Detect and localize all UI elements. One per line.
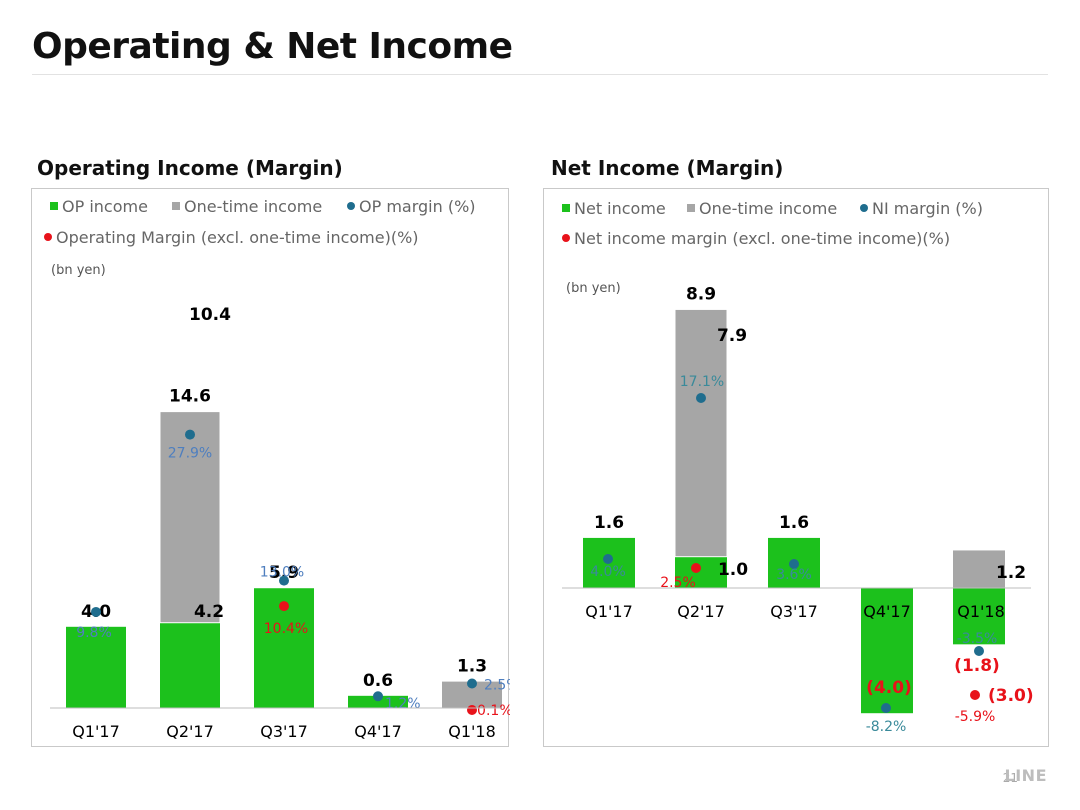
one-time-income-bar [953,550,1005,588]
legend-item: NI margin (%) [872,199,983,218]
legend-item: One-time income [184,197,322,216]
x-tick-label: Q1'17 [72,722,120,741]
op-margin-label: 27.9% [168,446,212,462]
excl-margin-label: -5.9% [955,709,996,725]
legend-dot [44,233,52,241]
x-tick-label: Q3'17 [770,602,818,621]
negative-value-label: (4.0) [866,678,912,698]
excl-margin-dot [279,601,289,612]
legend-swatch [562,204,570,212]
ni-margin-dot [603,554,613,564]
ni-margin-label: -8.2% [866,719,907,735]
x-tick-label: Q4'17 [863,602,911,621]
legend-item: Net income [574,199,666,218]
ni-margin-dot [974,646,984,656]
legend-swatch [50,202,58,210]
unit-label: (bn yen) [566,281,621,296]
net-income-bar [675,556,727,588]
ni-margin-dot [696,393,706,403]
line-logo: LINE [1004,766,1047,785]
op-margin-dot [373,691,383,702]
net-income-chart: Net income One-time income NI margin (%) Ne… [562,199,1034,735]
legend-item: OP margin (%) [359,197,476,216]
negative-value-label: (1.8) [954,656,1000,676]
x-tick-label: Q4'17 [354,722,402,741]
op-margin-dot [279,575,289,586]
total-value-label: 8.9 [686,284,716,304]
x-tick-label: Q2'17 [166,722,214,741]
legend-item: OP income [62,197,148,216]
op-income-bar [160,622,220,708]
x-tick-label: Q2'17 [677,602,725,621]
one-time-income-bar [674,308,728,558]
legend-swatch [687,204,695,212]
excl-margin-label: 10.4% [264,621,308,637]
unit-label: (bn yen) [51,263,106,278]
total-value-label: 14.6 [169,387,211,407]
excl-margin-dot [691,563,701,573]
ni-margin-label: 17.1% [680,374,724,390]
excl-margin-dot [970,690,980,700]
net-income-value-label: 1.0 [718,560,748,580]
op-income-bar [66,626,126,708]
legend-swatch [172,202,180,210]
legend-dot [860,204,868,212]
legend-item: Net income margin (excl. one-time income… [574,229,950,248]
page-number: 21 [1002,771,1018,785]
ni-margin-label: -3.5% [957,631,998,647]
one-time-value-label: 10.4 [189,305,231,325]
op-margin-label: 2.5% [484,678,510,694]
op-margin-dot [91,606,101,617]
one-time-income-bar [159,411,221,624]
legend-item: Operating Margin (excl. one-time income)… [56,228,419,247]
op-margin-label: 9.8% [76,625,112,641]
one-time-value-label: 7.9 [717,326,747,346]
one-time-value-label: 1.2 [996,563,1026,583]
excl-margin-label: 2.5% [660,575,696,591]
title-divider [32,74,1048,75]
op-value-label: 4.2 [194,602,224,622]
op-margin-dot [185,429,195,440]
x-tick-label: Q1'17 [585,602,633,621]
op-margin-dot [467,678,477,689]
negative-value-label: (3.0) [988,686,1034,706]
ni-chart-title: Net Income (Margin) [551,156,784,180]
x-tick-label: Q3'17 [260,722,308,741]
x-tick-label: Q1'18 [957,602,1005,621]
op-margin-label: 1.2% [385,696,421,712]
ni-margin-dot [881,703,891,713]
x-tick-label: Q1'18 [448,722,496,741]
ni-margin-label: 3.6% [776,567,812,583]
net-income-bar [953,588,1005,645]
op-income-bar [348,695,408,708]
total-value-label: 1.6 [594,513,624,533]
total-value-label: 5.9 [269,563,299,583]
op-chart-title: Operating Income (Margin) [37,156,343,180]
op-income-chart: OP income One-time income OP margin (%) Ope… [44,197,510,741]
ni-chart-panel: Net income One-time income NI margin (%) Ne… [543,188,1049,747]
total-value-label: 0.6 [363,671,393,691]
legend-item: One-time income [699,199,837,218]
total-value-label: 1.6 [779,513,809,533]
excl-margin-label: -0.1% [472,703,510,719]
page-title: Operating & Net Income [32,26,513,67]
ni-margin-dot [789,559,799,569]
net-income-bar [861,588,913,714]
op-margin-label: 13.0% [260,565,304,581]
legend-dot [562,234,570,242]
ni-margin-label: 4.0% [590,564,626,580]
total-value-label: 1.3 [457,657,487,677]
op-chart-panel: OP income One-time income OP margin (%) Ope… [31,188,510,747]
legend-dot [347,202,355,210]
